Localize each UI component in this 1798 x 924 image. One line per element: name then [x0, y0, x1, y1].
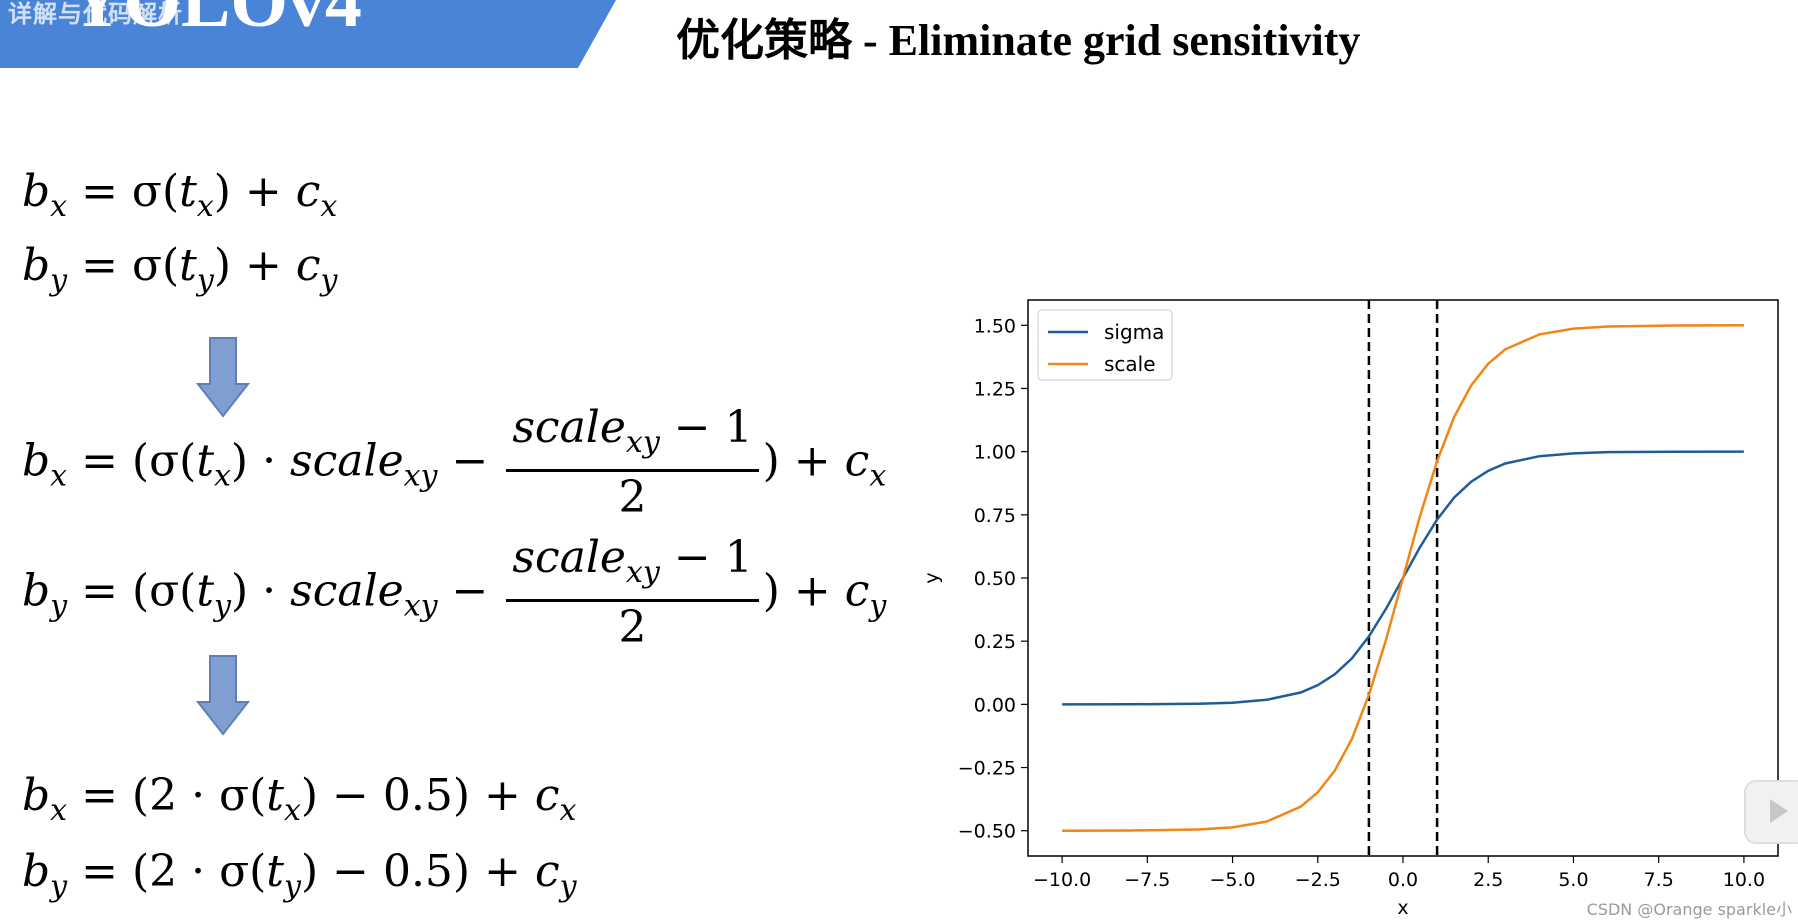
watermark: CSDN @Orange sparkle小 — [1586, 900, 1792, 919]
y-tick-label: 0.75 — [974, 505, 1016, 527]
x-axis-label: x — [1397, 897, 1408, 919]
formula-by-final: by = (2 · σ(ty) − 0.5) + cy — [22, 846, 577, 904]
formula-by-scaled: by = (σ(ty) · scalexy − scalexy − 1 2) + … — [22, 532, 887, 654]
down-arrow-icon — [196, 655, 250, 736]
play-button[interactable] — [1744, 780, 1798, 844]
x-tick-label: 7.5 — [1644, 869, 1674, 891]
title-english: Eliminate grid sensitivity — [888, 16, 1361, 65]
page-title: 优化策略 - Eliminate grid sensitivity — [676, 4, 1360, 68]
header-banner: 详解与代码解析 YOLOv4 — [0, 0, 620, 70]
x-tick-label: 5.0 — [1558, 869, 1588, 891]
legend-box — [1037, 309, 1173, 381]
down-arrow-icon — [196, 337, 250, 418]
x-tick-label: −2.5 — [1295, 869, 1341, 891]
legend-label-sigma: sigma — [1104, 320, 1164, 344]
legend-label-scale: scale — [1104, 352, 1156, 376]
y-axis-label: y — [921, 572, 943, 583]
banner-text: YOLOv4 — [70, 0, 362, 43]
y-tick-label: 1.25 — [974, 378, 1016, 400]
x-tick-label: −10.0 — [1033, 869, 1091, 891]
x-tick-label: 0.0 — [1388, 869, 1418, 891]
sigmoid-chart: −10.0 −7.5 −5.0 −2.5 0.0 2.5 5.0 7.5 10.0 −0.50 −0… — [921, 299, 1779, 919]
x-tick-label: 2.5 — [1473, 869, 1503, 891]
formula-bx-original: bx = σ(tx) + cx — [22, 166, 338, 224]
formula-bx-scaled: bx = (σ(tx) · scalexy − scalexy − 1 2) + … — [22, 402, 887, 524]
y-tick-label: 1.00 — [974, 442, 1016, 464]
y-tick-label: 0.00 — [974, 694, 1016, 716]
formula-by-original: by = σ(ty) + cy — [22, 240, 338, 298]
banner-shape — [0, 0, 616, 68]
title-separator: - — [852, 16, 889, 65]
y-tick-label: 0.25 — [974, 631, 1016, 653]
x-tick-label: −5.0 — [1209, 869, 1255, 891]
x-tick-label: 10.0 — [1723, 869, 1765, 891]
y-tick-label: 1.50 — [974, 315, 1016, 337]
x-tick-label: −7.5 — [1124, 869, 1170, 891]
formula-bx-final: bx = (2 · σ(tx) − 0.5) + cx — [22, 770, 577, 828]
y-tick-label: 0.50 — [974, 568, 1016, 590]
series-line-scale — [1062, 324, 1744, 832]
y-tick-label: −0.25 — [958, 758, 1016, 780]
banner-subtext: 详解与代码解析 — [8, 1, 183, 28]
y-tick-label: −0.50 — [958, 821, 1016, 843]
title-chinese: 优化策略 — [676, 15, 852, 66]
